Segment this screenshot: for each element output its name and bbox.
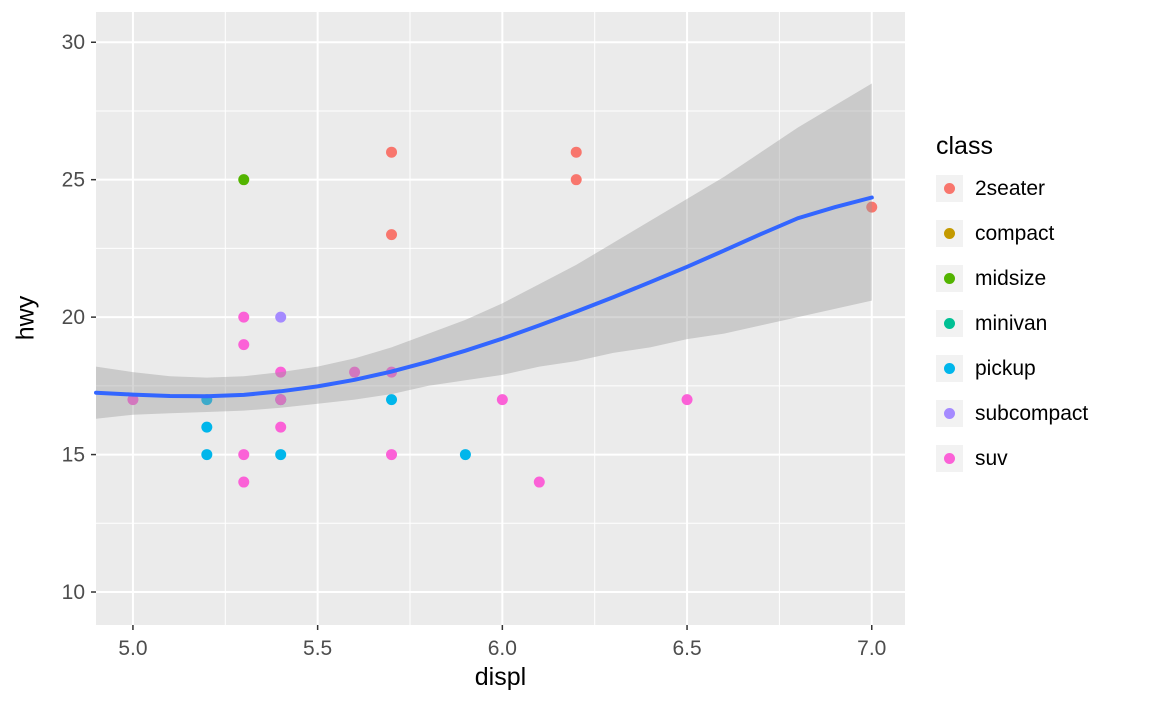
legend-key-midsize <box>936 265 963 292</box>
point-suv <box>275 366 287 378</box>
point-pickup <box>459 449 471 461</box>
x-tick-label: 5.5 <box>303 637 332 660</box>
x-tick-label: 6.0 <box>488 637 517 660</box>
legend-label-subcompact: subcompact <box>975 401 1089 425</box>
legend-label-suv: suv <box>975 446 1008 470</box>
point-2seater <box>866 201 878 213</box>
point-pickup <box>386 394 398 406</box>
point-suv <box>275 394 287 406</box>
legend-items: 2seater compact midsize minivan pickup subcom… <box>936 175 1088 472</box>
point-2seater <box>570 146 582 158</box>
legend-key-2seater <box>936 175 963 202</box>
point-suv <box>681 394 693 406</box>
point-suv <box>275 421 287 433</box>
y-tick-label: 30 <box>62 31 85 54</box>
legend-key-suv <box>936 445 963 472</box>
legend-dot-suv <box>944 453 955 464</box>
point-pickup <box>201 421 213 433</box>
legend-dot-2seater <box>944 183 955 194</box>
legend-label-2seater: 2seater <box>975 176 1046 200</box>
confidence-ribbon <box>96 83 872 419</box>
point-pickup <box>201 449 213 461</box>
point-suv <box>496 394 508 406</box>
point-suv <box>238 311 250 323</box>
legend-label-minivan: minivan <box>975 311 1048 335</box>
legend-item-compact: compact <box>936 220 1088 247</box>
legend-dot-pickup <box>944 363 955 374</box>
legend-key-minivan <box>936 310 963 337</box>
legend-dot-minivan <box>944 318 955 329</box>
legend-title: class <box>936 132 993 160</box>
point-midsize <box>238 174 250 186</box>
x-tick-label: 6.5 <box>672 637 701 660</box>
legend-item-pickup: pickup <box>936 355 1088 382</box>
y-tick-label: 20 <box>62 306 85 329</box>
y-tick-label: 25 <box>62 169 85 192</box>
legend-item-subcompact: subcompact <box>936 400 1088 427</box>
legend-item-minivan: minivan <box>936 310 1088 337</box>
point-suv <box>386 449 398 461</box>
point-subcompact <box>275 311 287 323</box>
legend-label-compact: compact <box>975 221 1055 245</box>
x-tick-label: 5.0 <box>118 637 147 660</box>
point-2seater <box>570 174 582 186</box>
point-suv <box>238 339 250 351</box>
point-suv <box>349 366 361 378</box>
legend-key-pickup <box>936 355 963 382</box>
point-suv <box>238 476 250 488</box>
legend-item-suv: suv <box>936 445 1088 472</box>
x-axis-title: displ <box>474 663 527 691</box>
legend: class 2seater compact midsize minivan pickup… <box>936 132 1088 490</box>
legend-label-pickup: pickup <box>975 356 1036 380</box>
point-suv <box>238 449 250 461</box>
legend-item-midsize: midsize <box>936 265 1088 292</box>
legend-key-compact <box>936 220 963 247</box>
y-axis-title: hwy <box>11 295 40 341</box>
legend-dot-midsize <box>944 273 955 284</box>
x-tick-label: 7.0 <box>857 637 886 660</box>
legend-dot-subcompact <box>944 408 955 419</box>
y-tick-label: 15 <box>62 444 85 467</box>
point-2seater <box>386 229 398 241</box>
legend-label-midsize: midsize <box>975 266 1047 290</box>
point-2seater <box>386 146 398 158</box>
point-suv <box>127 394 139 406</box>
y-tick-label: 10 <box>62 581 85 604</box>
smooth-line <box>94 195 874 399</box>
point-suv <box>533 476 545 488</box>
legend-key-subcompact <box>936 400 963 427</box>
legend-item-2seater: 2seater <box>936 175 1088 202</box>
legend-dot-compact <box>944 228 955 239</box>
point-pickup <box>275 449 287 461</box>
